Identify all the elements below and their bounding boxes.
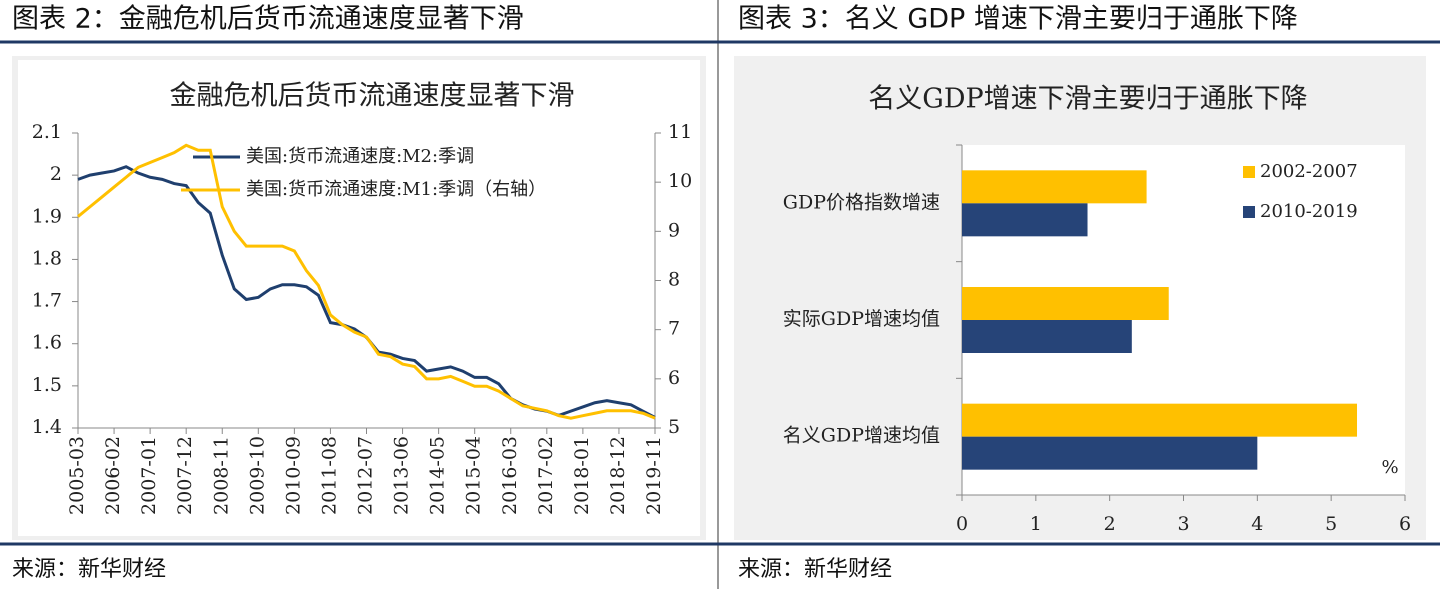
y2-tick-label: 8	[668, 269, 680, 291]
y-tick-label: 2.1	[32, 121, 62, 143]
legend-label: 2002-2007	[1260, 161, 1358, 182]
x-tick-label: 2008-11	[210, 436, 232, 515]
y-tick-label: 1.5	[32, 374, 62, 396]
bar	[962, 203, 1088, 237]
y2-tick-label: 10	[668, 170, 692, 192]
legend-swatch	[1243, 206, 1255, 218]
chart-area	[18, 60, 700, 536]
y-tick-label: 1.4	[32, 416, 62, 438]
series-line	[77, 143, 656, 420]
category-label: 实际GDP增速均值	[783, 308, 940, 330]
x-tick-label: 2016-03	[499, 436, 521, 515]
x-tick-label: 2010-09	[282, 436, 304, 515]
x-tick-label: 1	[1030, 513, 1042, 535]
y-tick-label: 1.8	[32, 247, 62, 269]
x-tick-label: 2015-04	[463, 436, 485, 515]
y-tick-label: 1.9	[32, 205, 62, 227]
x-tick-label: 0	[956, 513, 968, 535]
figure-caption: 图表 2：金融危机后货币流通速度显著下滑	[12, 4, 524, 35]
bar	[962, 287, 1169, 320]
chart-title: 金融危机后货币流通速度显著下滑	[170, 81, 575, 112]
y2-tick-label: 11	[668, 121, 692, 143]
bar	[962, 170, 1147, 204]
category-label: 名义GDP增速均值	[783, 425, 940, 447]
x-tick-label: 5	[1325, 513, 1337, 535]
x-tick-label: 2006-02	[102, 436, 124, 515]
figure-source: 来源：新华财经	[12, 557, 166, 582]
x-tick-label: 4	[1251, 513, 1263, 535]
x-tick-label: 2	[1104, 513, 1116, 535]
chart-title: 名义GDP增速下滑主要归于通胀下降	[868, 84, 1307, 115]
y2-tick-label: 7	[668, 318, 680, 340]
x-tick-label: 2007-12	[174, 436, 196, 515]
x-tick-label: 2011-08	[318, 436, 340, 515]
x-tick-label: 2018-01	[571, 436, 593, 515]
category-label: GDP价格指数增速	[783, 191, 940, 213]
legend-swatch	[1243, 166, 1255, 178]
bar	[962, 436, 1258, 470]
x-tick-label: 2017-02	[535, 436, 557, 515]
x-tick-label: 2014-05	[427, 436, 449, 515]
y2-tick-label: 9	[668, 219, 680, 241]
figure-caption: 图表 3：名义 GDP 增速下滑主要归于通胀下降	[738, 4, 1298, 35]
y2-tick-label: 6	[668, 367, 680, 389]
x-tick-label: 2019-11	[643, 436, 665, 515]
figure-source: 来源：新华财经	[738, 557, 892, 582]
x-tick-label: 2013-06	[391, 436, 413, 515]
bar	[962, 403, 1358, 437]
x-tick-label: 6	[1399, 513, 1411, 535]
y-tick-label: 1.6	[32, 332, 62, 354]
x-tick-label: 2012-07	[355, 436, 377, 515]
x-tick-label: 2018-12	[607, 436, 629, 515]
x-tick-label: 2009-10	[246, 436, 268, 515]
x-tick-label: 3	[1177, 513, 1189, 535]
legend-label: 美国:货币流通速度:M1:季调（右轴）	[246, 179, 546, 200]
y-tick-label: 2	[50, 163, 62, 185]
x-tick-label: 2005-03	[66, 436, 88, 515]
annotation: %	[1381, 457, 1398, 478]
y2-tick-label: 5	[668, 416, 680, 438]
bar	[962, 320, 1132, 353]
legend-label: 美国:货币流通速度:M2:季调	[246, 146, 474, 167]
legend-label: 2010-2019	[1260, 201, 1358, 222]
y-tick-label: 1.7	[32, 290, 62, 312]
x-tick-label: 2007-01	[138, 436, 160, 515]
